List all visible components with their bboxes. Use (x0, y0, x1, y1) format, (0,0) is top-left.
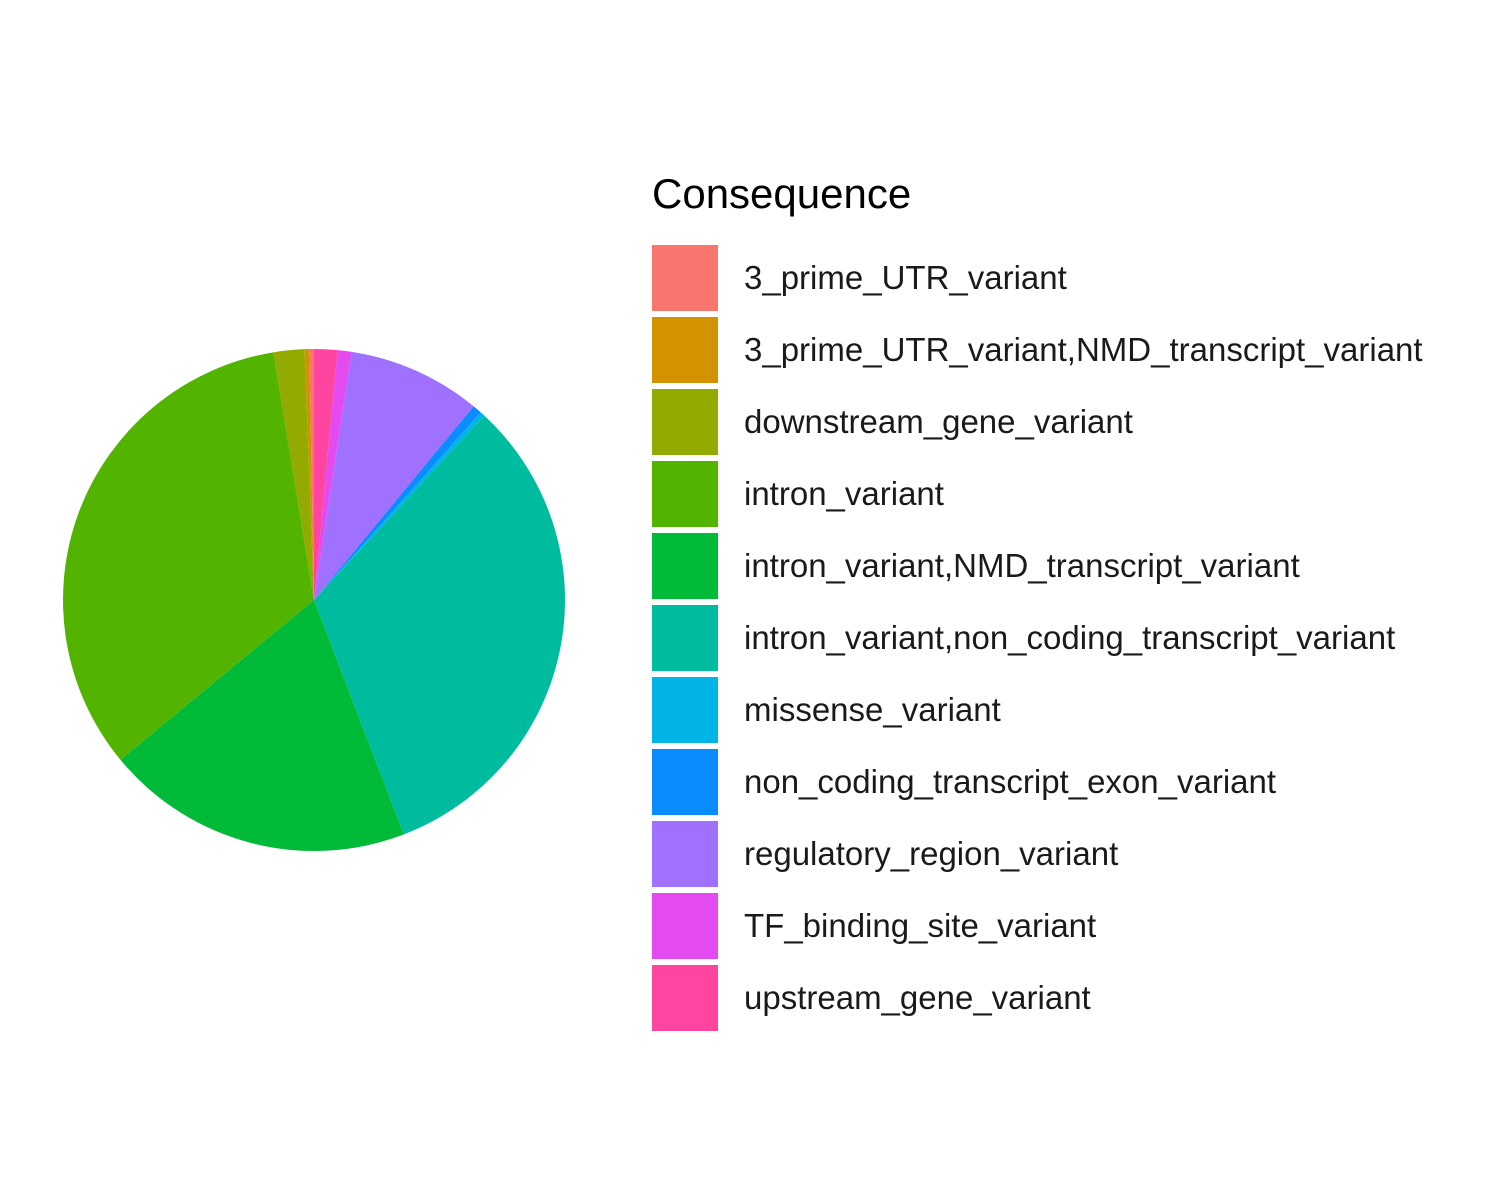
legend-key (652, 389, 718, 455)
legend-key (652, 677, 718, 743)
legend-item: TF_binding_site_variant (652, 890, 1423, 962)
legend-key (652, 533, 718, 599)
legend-title: Consequence (652, 170, 1423, 218)
legend-label: non_coding_transcript_exon_variant (744, 763, 1276, 801)
legend-label: downstream_gene_variant (744, 403, 1133, 441)
legend-item: intron_variant (652, 458, 1423, 530)
legend-item: regulatory_region_variant (652, 818, 1423, 890)
legend-key (652, 605, 718, 671)
legend-item: intron_variant,NMD_transcript_variant (652, 530, 1423, 602)
legend-key (652, 461, 718, 527)
legend-label: regulatory_region_variant (744, 835, 1118, 873)
legend-label: missense_variant (744, 691, 1001, 729)
legend-item: 3_prime_UTR_variant,NMD_transcript_varia… (652, 314, 1423, 386)
legend-item: non_coding_transcript_exon_variant (652, 746, 1423, 818)
pie-slices (63, 349, 565, 851)
legend-item: intron_variant,non_coding_transcript_var… (652, 602, 1423, 674)
legend-key (652, 245, 718, 311)
legend-key (652, 893, 718, 959)
legend-items: 3_prime_UTR_variant 3_prime_UTR_variant,N… (652, 242, 1423, 1034)
legend-label: intron_variant (744, 475, 944, 513)
legend-item: downstream_gene_variant (652, 386, 1423, 458)
legend-label: intron_variant,NMD_transcript_variant (744, 547, 1300, 585)
legend-label: upstream_gene_variant (744, 979, 1091, 1017)
legend-key (652, 821, 718, 887)
legend-key (652, 317, 718, 383)
legend-item: upstream_gene_variant (652, 962, 1423, 1034)
legend-label: intron_variant,non_coding_transcript_var… (744, 619, 1395, 657)
legend-label: 3_prime_UTR_variant,NMD_transcript_varia… (744, 331, 1423, 369)
legend-key (652, 749, 718, 815)
legend-item: missense_variant (652, 674, 1423, 746)
legend-item: 3_prime_UTR_variant (652, 242, 1423, 314)
legend-label: TF_binding_site_variant (744, 907, 1096, 945)
legend-label: 3_prime_UTR_variant (744, 259, 1067, 297)
legend-key (652, 965, 718, 1031)
legend: Consequence 3_prime_UTR_variant 3_prime_U… (652, 170, 1423, 1034)
